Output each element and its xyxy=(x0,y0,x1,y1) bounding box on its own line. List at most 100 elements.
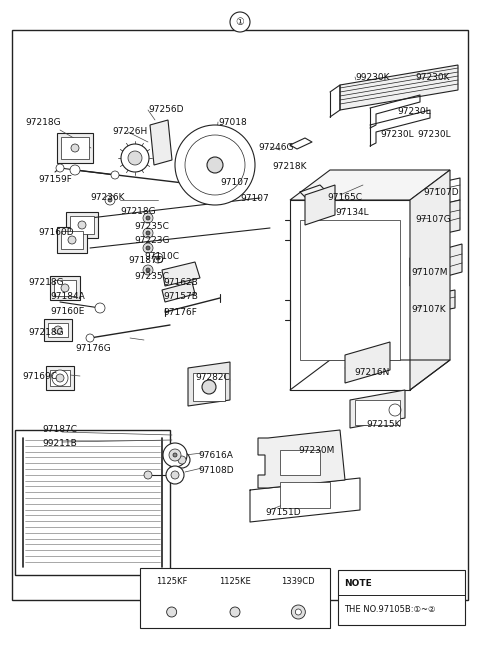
Bar xyxy=(12,30,468,600)
Circle shape xyxy=(230,607,240,617)
Circle shape xyxy=(171,471,179,479)
Text: 97184A: 97184A xyxy=(50,292,85,301)
Bar xyxy=(50,370,70,386)
Bar xyxy=(193,373,225,401)
Circle shape xyxy=(167,607,177,617)
Bar xyxy=(70,216,94,234)
Polygon shape xyxy=(410,244,462,286)
Text: 97218K: 97218K xyxy=(272,162,307,171)
Polygon shape xyxy=(150,120,172,165)
Text: 97246G: 97246G xyxy=(258,143,293,152)
Circle shape xyxy=(71,144,79,152)
Circle shape xyxy=(146,231,150,235)
Circle shape xyxy=(169,449,181,461)
Bar xyxy=(54,280,76,296)
Bar xyxy=(15,430,170,575)
Bar xyxy=(300,220,400,360)
Text: 97169C: 97169C xyxy=(22,372,57,381)
Bar xyxy=(140,568,330,628)
Text: 97157B: 97157B xyxy=(163,292,198,301)
Text: 97218G: 97218G xyxy=(28,278,64,287)
Text: 97230L: 97230L xyxy=(397,107,431,116)
Circle shape xyxy=(178,456,186,464)
Bar xyxy=(48,323,68,337)
Polygon shape xyxy=(415,200,460,240)
Circle shape xyxy=(153,253,163,263)
Text: 97223G: 97223G xyxy=(134,236,169,245)
Circle shape xyxy=(68,236,76,244)
Circle shape xyxy=(86,334,94,342)
Text: 97230L: 97230L xyxy=(417,130,451,139)
Circle shape xyxy=(175,125,255,205)
Text: 97218G: 97218G xyxy=(25,118,60,127)
Polygon shape xyxy=(412,290,455,316)
Circle shape xyxy=(230,12,250,32)
Text: 97018: 97018 xyxy=(218,118,247,127)
Polygon shape xyxy=(57,133,93,163)
Bar xyxy=(280,450,320,475)
Circle shape xyxy=(128,151,142,165)
Circle shape xyxy=(121,144,149,172)
Text: 97160E: 97160E xyxy=(50,307,84,316)
Text: 97235C: 97235C xyxy=(134,222,169,231)
Circle shape xyxy=(144,471,152,479)
Circle shape xyxy=(56,374,64,382)
Text: NOTE: NOTE xyxy=(344,578,372,588)
Text: 97107M: 97107M xyxy=(411,268,447,277)
Circle shape xyxy=(61,284,69,292)
Text: 97107G: 97107G xyxy=(415,215,451,224)
Polygon shape xyxy=(305,185,335,225)
Text: 97282C: 97282C xyxy=(195,373,230,382)
Text: 97159F: 97159F xyxy=(38,175,72,184)
Circle shape xyxy=(156,256,160,260)
Text: 97107D: 97107D xyxy=(423,188,458,197)
Bar xyxy=(338,570,465,625)
Polygon shape xyxy=(44,319,72,341)
Text: 97176F: 97176F xyxy=(163,308,197,317)
Text: 97218G: 97218G xyxy=(120,207,156,216)
Text: 97235C: 97235C xyxy=(134,272,169,281)
Text: 1339CD: 1339CD xyxy=(282,578,315,586)
Text: 99230K: 99230K xyxy=(355,73,389,82)
Circle shape xyxy=(185,135,245,195)
Text: 97187C: 97187C xyxy=(42,425,77,434)
Text: ①: ① xyxy=(236,17,244,27)
Text: 97187D: 97187D xyxy=(128,256,164,265)
Text: 99211B: 99211B xyxy=(42,439,77,448)
Circle shape xyxy=(56,164,64,172)
Circle shape xyxy=(202,380,216,394)
Circle shape xyxy=(207,157,223,173)
Circle shape xyxy=(108,198,112,202)
Text: 97134L: 97134L xyxy=(335,208,369,217)
Circle shape xyxy=(146,246,150,250)
Text: 1125KF: 1125KF xyxy=(156,578,187,586)
Circle shape xyxy=(143,265,153,275)
Circle shape xyxy=(143,243,153,253)
Circle shape xyxy=(166,466,184,484)
Polygon shape xyxy=(340,65,458,110)
Text: 97215K: 97215K xyxy=(366,420,400,429)
Text: 97107: 97107 xyxy=(240,194,269,203)
Circle shape xyxy=(111,171,119,179)
Polygon shape xyxy=(258,430,345,488)
Circle shape xyxy=(163,443,187,467)
Circle shape xyxy=(174,452,190,468)
Circle shape xyxy=(54,326,62,334)
Bar xyxy=(355,400,400,425)
Circle shape xyxy=(295,609,301,615)
Circle shape xyxy=(143,213,153,223)
Polygon shape xyxy=(162,282,195,302)
Text: 97230K: 97230K xyxy=(415,73,449,82)
Bar xyxy=(61,137,89,159)
Text: 97107K: 97107K xyxy=(411,305,445,314)
Circle shape xyxy=(146,216,150,220)
Text: 97236K: 97236K xyxy=(90,193,124,202)
Polygon shape xyxy=(410,170,450,390)
Bar xyxy=(61,231,83,249)
Polygon shape xyxy=(350,390,405,428)
Polygon shape xyxy=(162,262,200,286)
Text: 97151D: 97151D xyxy=(265,508,300,517)
Text: 97108D: 97108D xyxy=(198,466,234,475)
Polygon shape xyxy=(188,362,230,406)
Polygon shape xyxy=(290,170,450,200)
